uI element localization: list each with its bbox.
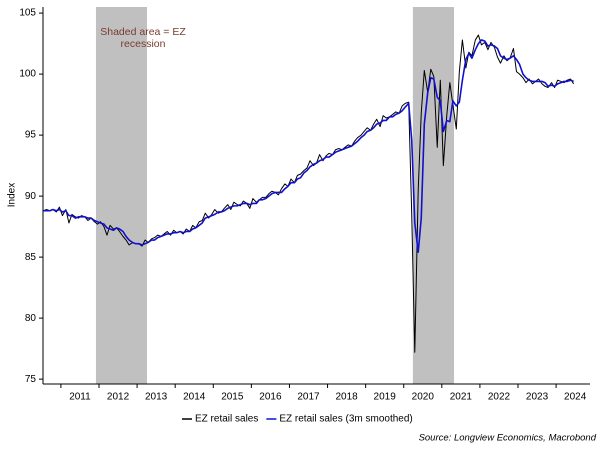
x-tick-label: 2015 [221, 392, 244, 403]
recession-band [95, 7, 147, 384]
y-tick-label: 80 [25, 313, 37, 324]
y-tick-label: 105 [19, 8, 36, 19]
y-tick-label: 85 [25, 252, 37, 263]
legend-label: EZ retail sales (3m smoothed) [279, 414, 412, 425]
legend-label: EZ retail sales [195, 414, 258, 425]
x-tick-label: 2019 [374, 392, 397, 403]
x-tick-label: 2012 [107, 392, 130, 403]
y-tick-label: 90 [25, 191, 37, 202]
x-tick-label: 2020 [412, 392, 435, 403]
x-tick-label: 2023 [526, 392, 549, 403]
y-axis-label: Index [7, 183, 18, 207]
x-tick-label: 2016 [259, 392, 282, 403]
x-tick-label: 2018 [335, 392, 358, 403]
recession-band [412, 7, 455, 384]
x-tick-label: 2017 [297, 392, 320, 403]
annotation: Shaded area = EZ [100, 26, 186, 38]
series-line [43, 39, 574, 254]
x-tick-label: 2014 [183, 392, 206, 403]
y-tick-label: 95 [25, 130, 37, 141]
y-tick-label: 75 [25, 374, 37, 385]
x-tick-label: 2013 [145, 392, 168, 403]
x-tick-label: 2011 [69, 392, 91, 403]
source: Source: Longview Economics, Macrobond [419, 433, 597, 444]
x-tick-label: 2024 [564, 392, 587, 403]
legend: EZ retail sales EZ retail sales (3m smoot… [182, 414, 413, 425]
x-tick-label: 2022 [488, 392, 511, 403]
annotation: recession [121, 38, 166, 50]
y-tick-label: 100 [19, 69, 36, 80]
x-tick-label: 2021 [450, 392, 473, 403]
